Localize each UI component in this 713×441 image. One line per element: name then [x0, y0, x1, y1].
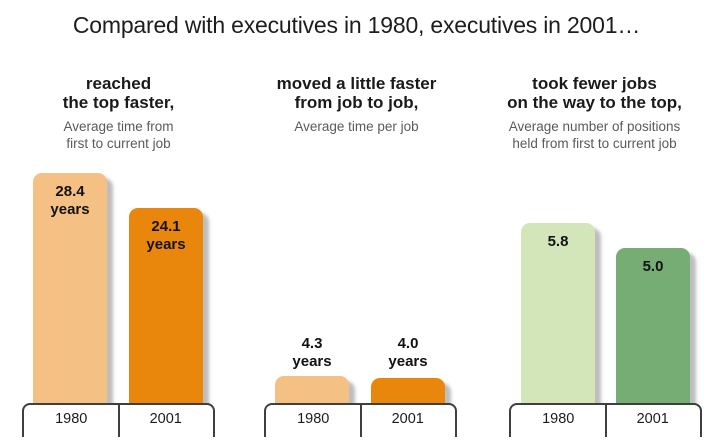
bar-1980: 5.8	[521, 223, 595, 403]
panel-subtitle: Average number of positions held from fi…	[508, 119, 681, 151]
category-label-2001: 2001	[391, 411, 424, 427]
panel-heading: reached the top faster,	[62, 74, 175, 112]
bar-value-label: 24.1 years	[146, 218, 186, 253]
axis-divider-line	[604, 405, 607, 437]
bar-1980	[275, 376, 349, 403]
axis-divider-line	[359, 405, 362, 437]
category-axis: 1980 2001	[509, 403, 702, 437]
panel-heading: moved a little faster from job to job,	[276, 74, 437, 112]
bar-2001: 5.0	[616, 248, 690, 403]
panel-subtitle: Average time from first to current job	[63, 119, 174, 151]
category-label-1980: 1980	[55, 411, 88, 427]
axis-divider-line	[117, 405, 120, 437]
bar-value-label: 4.3 years	[292, 335, 332, 370]
category-label-1980: 1980	[542, 411, 575, 427]
category-label-2001: 2001	[636, 411, 669, 427]
category-axis: 1980 2001	[22, 403, 215, 437]
bar-2001	[371, 378, 445, 403]
category-label-1980: 1980	[297, 411, 330, 427]
bar-value-label: 4.0 years	[388, 335, 428, 370]
panel-took-fewer-jobs: took fewer jobs on the way to the top, A…	[476, 0, 713, 441]
main-title: Compared with executives in 1980, execut…	[72, 12, 641, 38]
bar-value-label: 5.8	[547, 233, 569, 250]
category-label-2001: 2001	[149, 411, 182, 427]
category-axis: 1980 2001	[264, 403, 457, 437]
panel-moved-faster-job-to-job: moved a little faster from job to job, A…	[238, 0, 475, 441]
panel-subtitle: Average time per job	[294, 119, 419, 134]
bar-1980: 28.4 years	[33, 173, 107, 403]
bar-value-label: 28.4 years	[50, 183, 90, 218]
panel-heading: took fewer jobs on the way to the top,	[507, 74, 682, 112]
bar-2001: 24.1 years	[129, 208, 203, 403]
bar-value-label: 5.0	[642, 258, 664, 275]
panel-reached-top-faster: reached the top faster, Average time fro…	[0, 0, 237, 441]
